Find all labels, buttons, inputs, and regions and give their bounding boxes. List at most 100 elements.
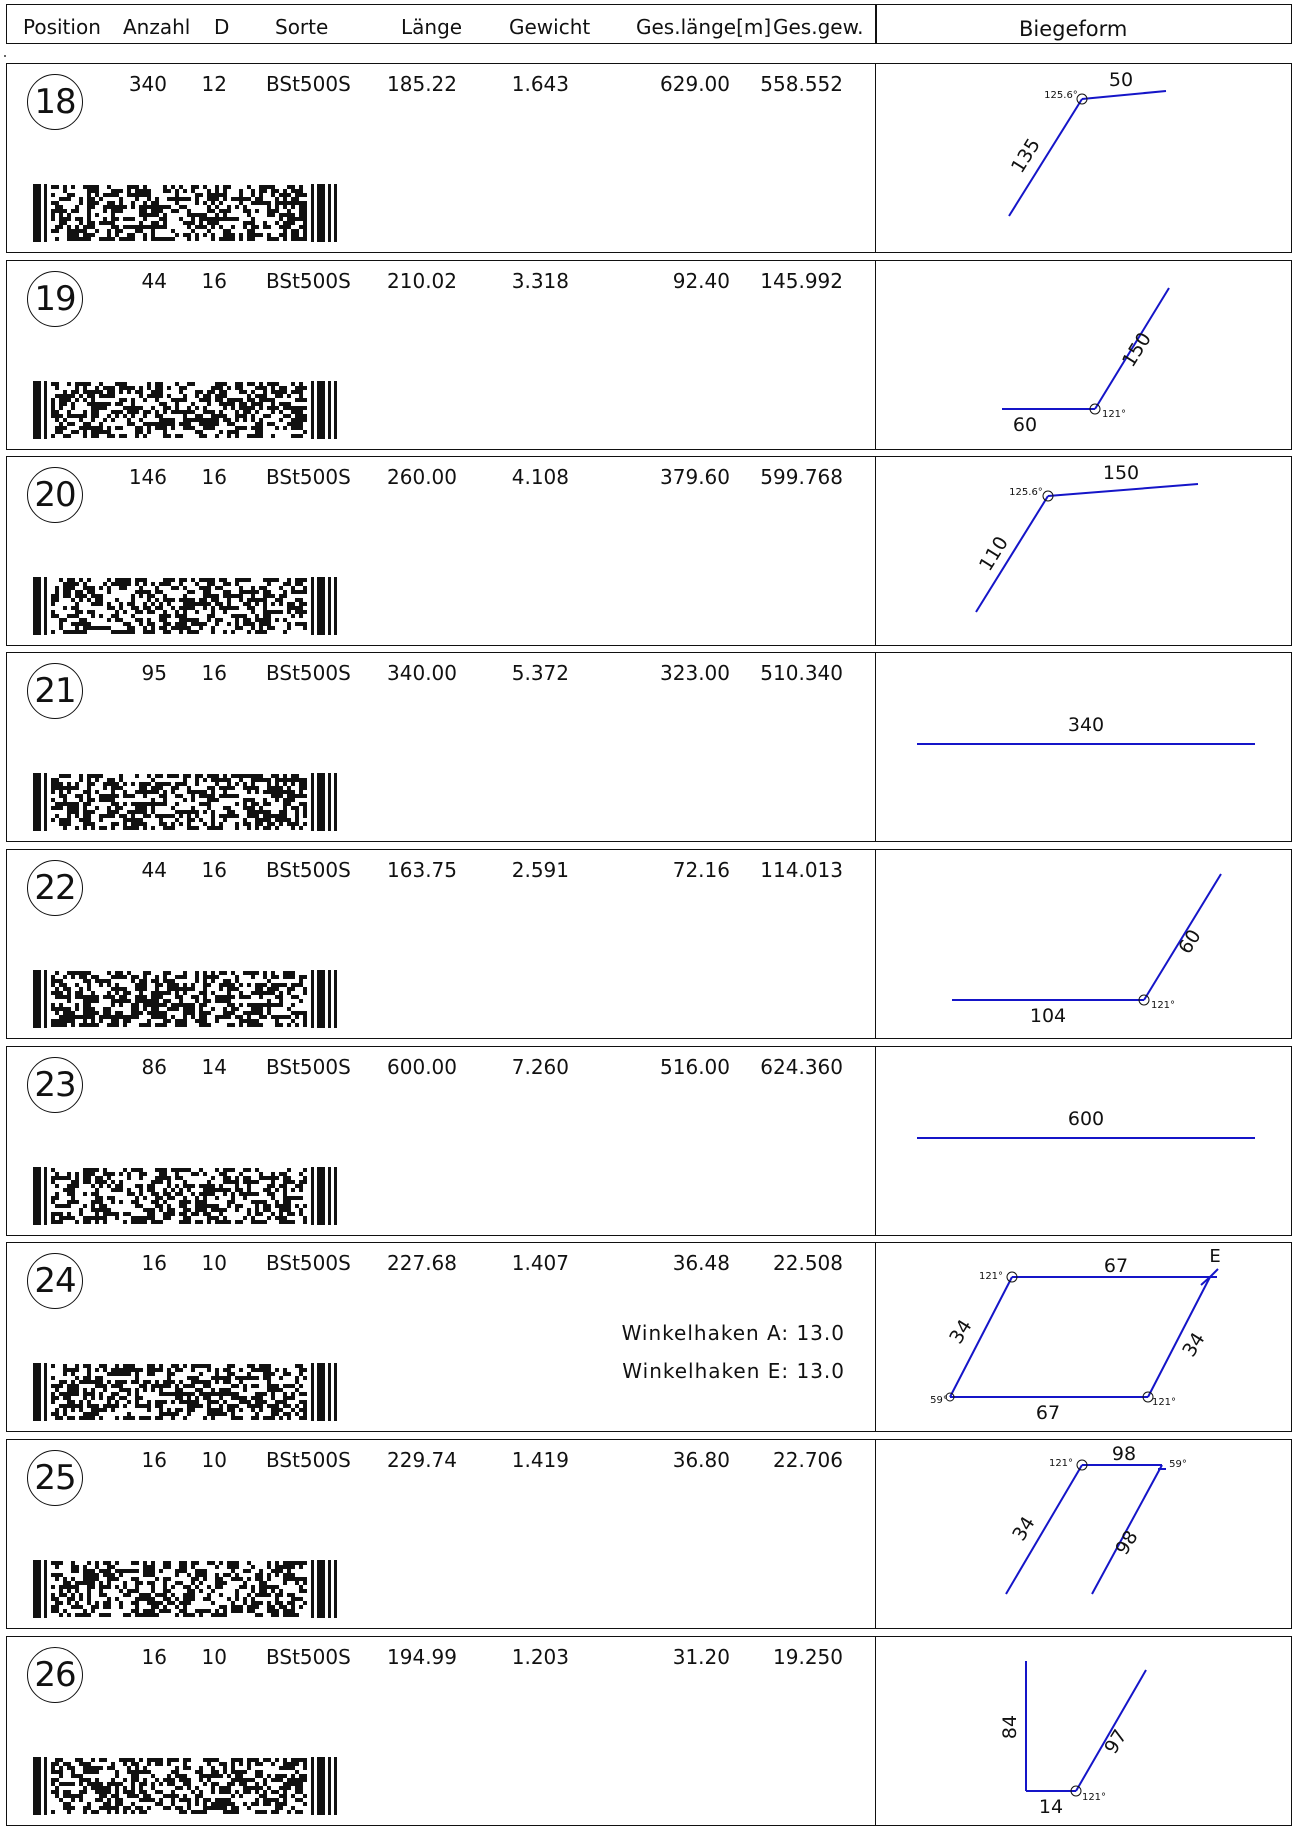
position-number: 22: [27, 860, 83, 916]
cell-sorte: BSt500S: [266, 1055, 351, 1079]
bending-shape-drawing: 600: [917, 1108, 1255, 1139]
cell-sorte: BSt500S: [266, 661, 351, 685]
dim-label: 150: [1118, 329, 1156, 371]
cell-laenge: 210.02: [387, 269, 457, 293]
cell-gesgew: 510.340: [760, 661, 843, 685]
bending-shape-cell: 135 50 125.6°: [876, 63, 1292, 253]
cell-gesgew: 114.013: [760, 858, 843, 882]
bending-shape-drawing: 67 34 34 67 E 121° 59° 121°: [930, 1246, 1221, 1424]
bending-shape-drawing: 340: [917, 714, 1255, 745]
table-header: Position Anzahl D Sorte Länge Gewicht Ge…: [6, 4, 876, 44]
col-position: Position: [23, 15, 101, 39]
cell-anzahl: 44: [141, 858, 167, 882]
table-row: 25 16 10 BSt500S 229.74 1.419 36.80 22.706: [6, 1439, 876, 1629]
cell-anzahl: 95: [141, 661, 167, 685]
bending-shape-cell: 67 34 34 67 E 121° 59° 121°: [876, 1242, 1292, 1432]
cell-sorte: BSt500S: [266, 269, 351, 293]
angle-label: 125.6°: [1044, 90, 1078, 101]
bending-shape-drawing: 104 60 121°: [952, 873, 1222, 1027]
barcode-2d: [33, 1363, 337, 1421]
dim-label: 98: [1111, 1527, 1142, 1559]
cell-gesgew: 22.508: [773, 1251, 843, 1275]
position-number: 26: [27, 1647, 83, 1703]
position-number: 19: [27, 271, 83, 327]
table-row: 24 16 10 BSt500S 227.68 1.407 36.48 22.508 Winke…: [6, 1242, 876, 1432]
cell-gewicht: 2.591: [511, 858, 569, 882]
table-row: 22 44 16 BSt500S 163.75 2.591 72.16 114.013: [6, 849, 876, 1039]
cell-d: 12: [201, 72, 227, 96]
cell-d: 10: [201, 1448, 227, 1472]
table-row: 26 16 10 BSt500S 194.99 1.203 31.20 19.250: [6, 1636, 876, 1826]
bending-shape-cell: 60 150 121°: [876, 260, 1292, 450]
dim-label: 110: [975, 533, 1013, 575]
barcode-2d: [33, 577, 337, 635]
cell-gesgew: 19.250: [773, 1645, 843, 1669]
position-number: 23: [27, 1057, 83, 1113]
dim-label: 600: [1068, 1108, 1104, 1130]
bending-shape-cell: 340: [876, 652, 1292, 842]
note-winkelhaken: Winkelhaken A: 13.0: [621, 1321, 845, 1345]
dim-label: 60: [1013, 414, 1037, 436]
dim-label: 34: [945, 1316, 976, 1348]
cell-sorte: BSt500S: [266, 1251, 351, 1275]
cell-anzahl: 340: [128, 72, 167, 96]
dim-label: 135: [1007, 135, 1045, 177]
cell-gesgew: 558.552: [760, 72, 843, 96]
dim-label: 98: [1112, 1443, 1136, 1465]
barcode-2d: [33, 1560, 337, 1618]
cell-gewicht: 4.108: [511, 465, 569, 489]
cell-gewicht: 3.318: [511, 269, 569, 293]
dim-label: 50: [1109, 69, 1133, 91]
cell-laenge: 227.68: [387, 1251, 457, 1275]
cell-sorte: BSt500S: [266, 1645, 351, 1669]
dim-label: E: [1209, 1246, 1220, 1267]
cell-geslaenge: 379.60: [660, 465, 730, 489]
cell-laenge: 340.00: [387, 661, 457, 685]
col-geslaenge: Ges.länge[m]: [636, 15, 772, 39]
table-row: 21 95 16 BSt500S 340.00 5.372 323.00 510.340: [6, 652, 876, 842]
col-sorte: Sorte: [275, 15, 329, 39]
bending-shape-cell: 110 150 125.6°: [876, 456, 1292, 646]
cell-sorte: BSt500S: [266, 1448, 351, 1472]
col-gesgew: Ges.gew.: [773, 15, 864, 39]
angle-label: 121°: [1152, 1397, 1176, 1408]
cell-laenge: 229.74: [387, 1448, 457, 1472]
cell-geslaenge: 72.16: [672, 858, 730, 882]
col-gewicht: Gewicht: [509, 15, 591, 39]
cell-gewicht: 1.643: [511, 72, 569, 96]
cell-d: 16: [201, 858, 227, 882]
dim-label: 60: [1174, 926, 1205, 958]
bending-shape-cell: 104 60 121°: [876, 849, 1292, 1039]
barcode-2d: [33, 1167, 337, 1225]
angle-label: 121°: [1102, 409, 1126, 420]
cell-d: 16: [201, 661, 227, 685]
dim-label: 34: [1178, 1329, 1209, 1361]
position-number: 25: [27, 1450, 83, 1506]
dim-label: 150: [1103, 462, 1139, 484]
barcode-2d: [33, 970, 337, 1028]
cell-d: 16: [201, 269, 227, 293]
cell-sorte: BSt500S: [266, 72, 351, 96]
cell-anzahl: 16: [141, 1645, 167, 1669]
table-row: 20 146 16 BSt500S 260.00 4.108 379.60 599.768: [6, 456, 876, 646]
cell-gesgew: 599.768: [760, 465, 843, 489]
col-d: D: [214, 15, 230, 39]
dim-label: 97: [1100, 1726, 1131, 1758]
table-header-biegeform: Biegeform: [876, 4, 1292, 44]
barcode-2d: [33, 381, 337, 439]
position-number: 20: [27, 467, 83, 523]
angle-label: 121°: [1151, 1000, 1175, 1011]
barcode-2d: [33, 184, 337, 242]
bending-shape-drawing: 135 50 125.6°: [1007, 69, 1167, 217]
dim-label: 84: [999, 1715, 1021, 1739]
cell-gesgew: 145.992: [760, 269, 843, 293]
cell-sorte: BSt500S: [266, 465, 351, 489]
cell-geslaenge: 36.48: [672, 1251, 730, 1275]
cell-gewicht: 1.203: [511, 1645, 569, 1669]
dim-label: 34: [1008, 1513, 1039, 1545]
col-laenge: Länge: [401, 15, 463, 39]
cell-geslaenge: 629.00: [660, 72, 730, 96]
dim-label: 14: [1039, 1796, 1063, 1818]
cell-gewicht: 7.260: [511, 1055, 569, 1079]
angle-label: 121°: [979, 1271, 1003, 1282]
